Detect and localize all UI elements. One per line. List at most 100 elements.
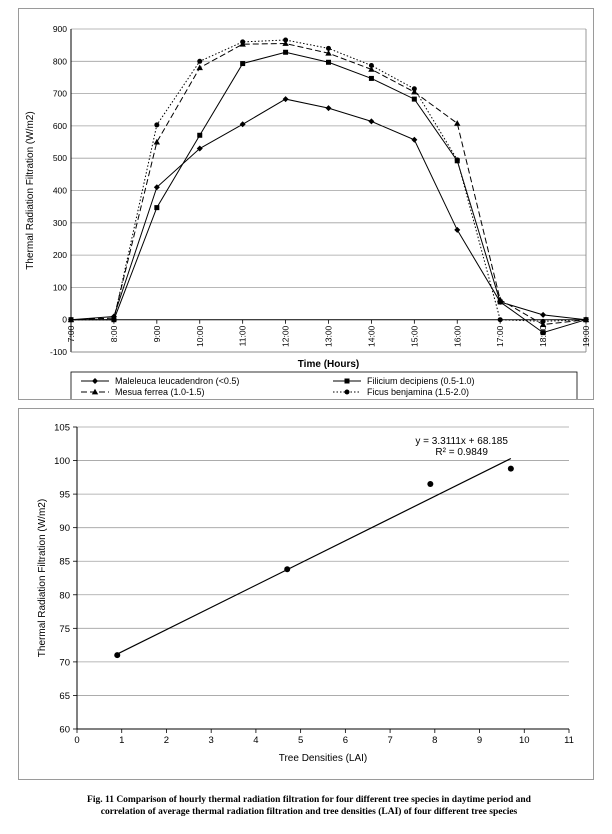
chart1-point-diamond [411,136,418,143]
chart2-points [114,465,514,659]
chart1-x-tick-label: 15:00 [409,325,419,347]
chart2-y-tick-label: 100 [54,456,70,467]
chart1-y-tick-label: 300 [53,218,67,228]
chart1-point-square [283,49,289,55]
chart2-y-tick-label: 60 [59,725,70,736]
chart1-x-tick-label: 11:00 [238,325,248,346]
chart1-legend: Maleleuca leucadendron (<0.5) Filicium de… [70,371,578,401]
trendline-equation: y = 3.3111x + 68.185 [415,436,508,447]
chart1-x-tick-label: 17:00 [495,325,505,347]
chart1-point-triangle [196,64,203,71]
chart1-x-tick-label: 16:00 [452,325,462,347]
chart2-x-tick-label: 0 [74,735,79,746]
chart1-x-tick-label: 14:00 [366,325,376,347]
hourly-filtration-line-chart: -100 0 100 200 300 400 500 600 700 800 900 7:00 8:0… [25,24,591,401]
chart1-x-tick-label: 19:00 [581,325,591,347]
chart2-trendline [116,457,512,655]
chart1-point-circle [111,317,117,323]
chart1-legend-label: Maleleuca leucadendron (<0.5) [115,376,239,386]
chart2-y-tick-label: 85 [59,557,70,568]
chart1-y-tick-label: 0 [62,315,67,325]
chart1-point-square [240,61,246,67]
chart2-trendline-group [116,457,512,655]
chart1-point-diamond [239,121,246,128]
chart1-point-triangle [325,50,332,56]
chart2-data-point [114,652,121,659]
chart1-x-tick-label: 9:00 [152,325,162,342]
chart2-gridlines [76,426,569,730]
chart2-data-point [427,481,434,488]
chart2-x-tick-label: 1 [119,735,124,746]
chart1-point-circle [583,317,589,323]
chart1-y-tick-label: 400 [53,186,67,196]
chart1-x-tick-label: 12:00 [281,325,291,347]
chart1-series-line [71,39,587,322]
chart1-point-triangle [91,388,99,395]
chart2-x-tick-label: 2 [164,735,169,746]
chart1-point-circle [344,389,350,395]
chart1-point-triangle [454,120,461,126]
chart2-x-tick-label: 8 [432,735,437,746]
chart1-legend-label: Filicium decipiens (0.5-1.0) [367,376,475,386]
chart2-x-tick-label: 3 [209,735,214,746]
chart2-y-tick-labels: 60 65 70 75 80 85 90 95 100 105 [54,423,77,736]
chart2-data-point [284,566,291,573]
chart1-x-tick-label: 7:00 [66,325,76,342]
chart1-x-tick-label: 8:00 [109,325,119,342]
chart2-x-tick-label: 5 [298,735,303,746]
chart1-point-diamond [325,105,332,112]
chart1-y-tick-label: 900 [53,24,67,34]
chart1-y-axis-label: Thermal Radiation Filtration (W/m2) [25,111,36,269]
chart1-point-square [344,378,350,384]
chart1-point-diamond [92,378,98,384]
chart1-point-circle [411,86,417,92]
chart1-y-tick-label: 200 [53,250,67,260]
chart1-series-line [71,51,587,334]
chart1-x-tick-label: 10:00 [195,325,205,347]
chart1-point-circle [497,317,503,323]
chart1-y-tick-label: 100 [53,282,67,292]
caption-line-2: correlation of average thermal radiation… [100,807,518,817]
chart1-series-line [70,43,587,326]
chart1-point-diamond [196,145,203,152]
chart1-series-line [70,98,587,321]
chart1-point-diamond [368,118,375,125]
trendline-r-squared: R² = 0.9849 [435,447,488,458]
chart1-y-tick-label: 500 [53,153,67,163]
chart1-legend-label: Ficus benjamina (1.5-2.0) [367,387,469,397]
chart2-x-tick-labels: 0 1 2 3 4 5 6 7 8 9 10 11 [74,729,574,746]
caption-line-1: Fig. 11 Comparison of hourly thermal rad… [87,795,531,805]
figure-caption: Fig. 11 Comparison of hourly thermal rad… [24,794,594,818]
scatter-chart-panel: 60 65 70 75 80 85 90 95 100 105 0 1 2 3 4 5 6 7 8 9 10 11 y … [18,408,594,780]
chart1-point-triangle [539,321,547,327]
lai-correlation-scatter-chart: 60 65 70 75 80 85 90 95 100 105 0 1 2 3 4 5 6 7 8 9 10 11 y … [37,423,574,765]
chart1-y-tick-label: 600 [53,121,67,131]
chart2-y-tick-label: 75 [59,624,70,635]
chart2-y-tick-label: 70 [59,657,70,668]
chart2-x-tick-label: 7 [387,735,392,746]
chart2-y-tick-label: 80 [59,590,70,601]
chart2-y-tick-label: 90 [59,523,70,534]
chart1-point-triangle [496,296,504,303]
chart2-x-tick-label: 4 [253,735,258,746]
chart1-point-diamond [153,184,160,191]
chart1-point-triangle [368,66,375,72]
chart1-point-triangle [282,40,289,46]
chart2-x-tick-label: 9 [477,735,482,746]
chart1-point-circle [68,317,74,323]
chart1-point-square [326,59,331,65]
chart1-point-square [368,75,374,81]
chart2-y-tick-label: 105 [54,423,70,434]
chart1-y-tick-labels: -100 0 100 200 300 400 500 600 700 800 900 [50,24,67,357]
line-chart-panel: -100 0 100 200 300 400 500 600 700 800 900 7:00 8:0… [18,8,594,401]
chart2-x-tick-label: 6 [343,735,348,746]
chart1-point-square [154,205,160,211]
chart1-x-tick-labels: 7:00 8:00 9:00 10:00 11:00 12:00 13:00 14:00 15:… [66,319,591,347]
chart1-point-diamond [282,96,289,103]
chart2-x-axis-label: Tree Densities (LAI) [279,753,368,764]
chart1-point-circle [326,45,331,51]
chart1-x-axis-label: Time (Hours) [298,359,360,370]
chart2-y-tick-label: 65 [59,691,70,702]
chart1-point-square [411,96,417,102]
chart1-legend-box [70,371,578,401]
